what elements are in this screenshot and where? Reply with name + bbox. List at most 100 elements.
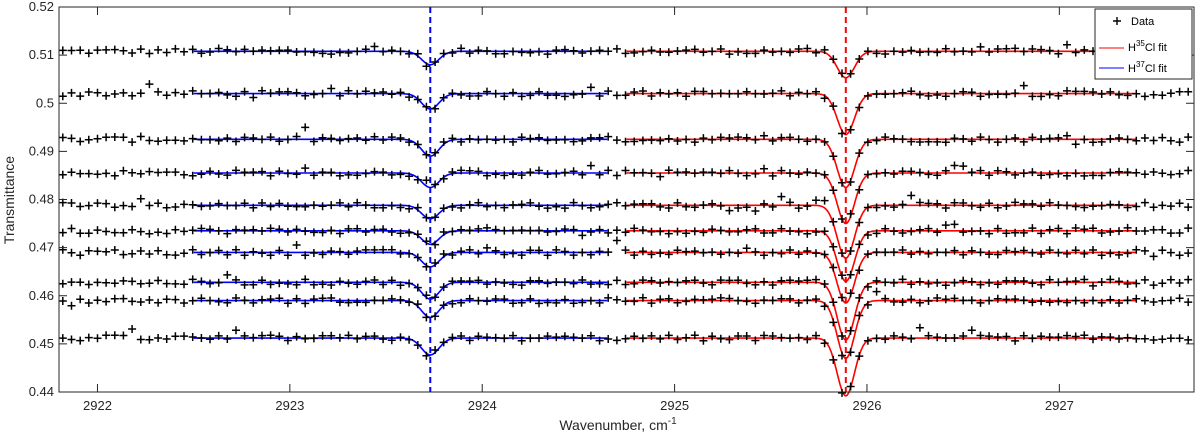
data-point — [526, 294, 535, 303]
data-point — [543, 204, 552, 213]
data-point — [439, 250, 448, 258]
data-point — [370, 276, 379, 284]
data-point — [1106, 333, 1115, 342]
data-point — [344, 86, 353, 95]
data-point — [794, 298, 803, 307]
data-point — [898, 88, 907, 97]
data-point — [145, 167, 154, 176]
data-point — [690, 276, 699, 285]
data-point — [1184, 335, 1193, 344]
data-point — [569, 198, 578, 207]
data-point — [1115, 134, 1123, 142]
data-point — [1028, 92, 1037, 101]
data-point — [197, 250, 206, 259]
data-point — [145, 296, 154, 304]
data-point — [915, 48, 924, 57]
data-point — [699, 295, 708, 304]
data-point — [786, 198, 794, 207]
data-point — [535, 202, 543, 211]
data-point — [361, 45, 370, 54]
data-point — [604, 200, 613, 209]
data-point — [569, 279, 578, 288]
data-point — [154, 137, 163, 146]
data-point — [889, 203, 898, 212]
data-point — [725, 50, 734, 59]
data-point — [240, 168, 249, 177]
data-point — [985, 171, 994, 180]
data-series-9 — [58, 323, 1193, 397]
data-point — [76, 202, 85, 211]
data-point — [907, 280, 916, 289]
data-point — [1166, 229, 1175, 238]
data-point — [967, 201, 976, 210]
data-point — [656, 249, 665, 258]
data-point — [283, 169, 292, 178]
data-point — [517, 133, 526, 142]
data-point — [1115, 200, 1123, 209]
data-point — [422, 291, 431, 300]
data-point — [838, 332, 846, 340]
data-point — [526, 91, 535, 100]
data-point — [1045, 246, 1054, 255]
data-point — [751, 207, 760, 215]
data-point — [812, 275, 820, 284]
data-point — [543, 91, 552, 100]
data-point — [1045, 333, 1054, 342]
data-point — [1166, 296, 1175, 305]
data-point — [898, 48, 907, 57]
data-point — [1149, 298, 1158, 306]
data-point — [223, 335, 232, 343]
data-point — [500, 279, 509, 287]
data-point — [872, 287, 881, 296]
data-point — [708, 248, 717, 257]
data-point — [110, 279, 119, 288]
data-point — [266, 202, 275, 211]
data-point — [1106, 249, 1115, 258]
data-point — [136, 279, 145, 288]
data-point — [413, 140, 422, 149]
data-point — [413, 253, 422, 262]
data-point — [1132, 89, 1141, 98]
data-point — [474, 198, 483, 207]
data-point — [872, 334, 881, 343]
data-point — [370, 296, 379, 305]
data-point — [266, 251, 275, 260]
data-point — [58, 92, 67, 101]
data-point — [517, 281, 526, 290]
data-point — [699, 336, 708, 345]
data-point — [552, 333, 561, 342]
data-point — [630, 251, 639, 260]
data-point — [630, 279, 639, 288]
data-point — [578, 276, 587, 284]
data-series-6 — [58, 236, 1193, 302]
data-point — [1089, 246, 1097, 254]
data-point — [915, 168, 924, 177]
data-point — [872, 248, 881, 257]
data-point — [846, 178, 855, 186]
data-point — [725, 276, 734, 285]
data-point — [716, 89, 725, 98]
data-point — [361, 332, 370, 341]
data-point — [742, 87, 751, 96]
data-point — [699, 87, 708, 96]
data-point — [1054, 278, 1063, 287]
data-point — [1166, 248, 1175, 257]
data-point — [465, 294, 474, 303]
data-point — [941, 92, 950, 101]
data-point — [223, 229, 232, 238]
data-point — [353, 224, 362, 233]
data-point — [552, 298, 561, 307]
data-point — [976, 133, 985, 142]
data-point — [93, 134, 102, 143]
data-point — [1184, 298, 1193, 307]
data-point — [768, 171, 777, 180]
data-point — [777, 276, 786, 285]
data-point — [223, 201, 232, 210]
data-point — [543, 170, 552, 179]
data-point — [1080, 331, 1089, 340]
data-point — [266, 331, 275, 340]
data-point — [327, 134, 336, 143]
data-point — [915, 277, 924, 286]
data-point — [1011, 89, 1020, 98]
data-point — [855, 185, 864, 194]
